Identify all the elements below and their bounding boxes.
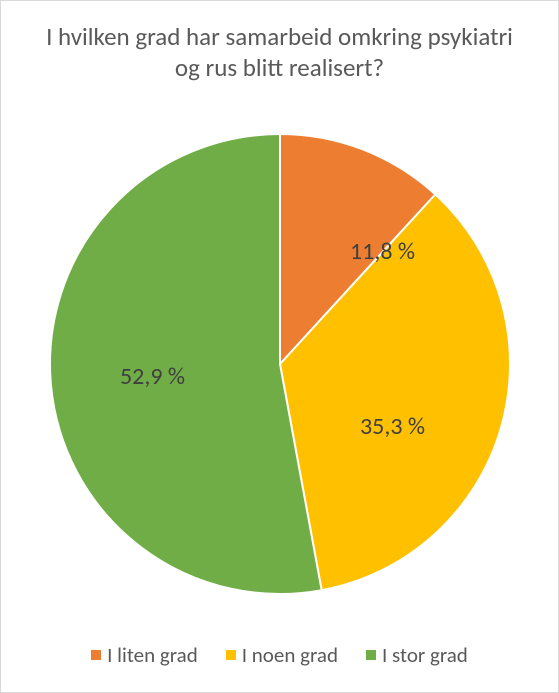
- legend-label-noen: I noen grad: [242, 642, 338, 668]
- legend: I liten grad I noen grad I stor grad: [91, 642, 468, 668]
- legend-swatch-liten: [91, 650, 101, 660]
- pie-chart: 11,8 % 35,3 % 52,9 %: [40, 124, 520, 604]
- legend-label-liten: I liten grad: [107, 642, 198, 668]
- legend-item-liten: I liten grad: [91, 642, 198, 668]
- chart-title: I hvilken grad har samarbeid omkring psy…: [31, 21, 528, 84]
- legend-label-stor: I stor grad: [382, 642, 468, 668]
- pie-area: 11,8 % 35,3 % 52,9 %: [11, 94, 548, 635]
- pie-slice-stor: [49, 134, 321, 594]
- pie-chart-container: I hvilken grad har samarbeid omkring psy…: [0, 0, 559, 693]
- legend-swatch-noen: [226, 650, 236, 660]
- legend-swatch-stor: [366, 650, 376, 660]
- legend-item-stor: I stor grad: [366, 642, 468, 668]
- slice-label-liten: 11,8 %: [350, 237, 415, 266]
- slice-label-noen: 35,3 %: [360, 412, 425, 441]
- legend-item-noen: I noen grad: [226, 642, 338, 668]
- slice-label-stor: 52,9 %: [120, 362, 185, 391]
